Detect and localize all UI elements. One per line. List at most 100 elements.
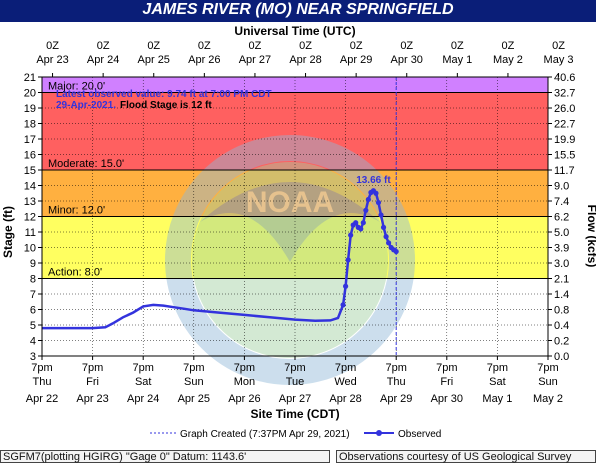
bottom-day-label: Tue (286, 376, 305, 388)
top-hour-label: 0Z (97, 40, 110, 52)
watermark-agency: NOAA (246, 186, 334, 219)
right-tick-label: 2.1 (554, 274, 569, 286)
top-hour-label: 0Z (299, 40, 312, 52)
top-date-label: Apr 30 (391, 54, 423, 66)
legend-observed-label: Observed (398, 429, 441, 440)
bottom-date-label: May 1 (482, 393, 512, 405)
annotation-line1: Latest observed value: 9.74 ft at 7:00 P… (56, 89, 272, 100)
bottom-date-label: Apr 27 (279, 393, 311, 405)
annotation-line2: 29-Apr-2021. Flood Stage is 12 ft (56, 100, 212, 111)
left-axis-title: Stage (ft) (1, 206, 15, 258)
top-hour-label: 0Z (350, 40, 363, 52)
top-date-label: Apr 24 (87, 54, 119, 66)
bottom-date-label: Apr 23 (76, 393, 108, 405)
right-tick-label: 0.8 (554, 305, 569, 317)
band-labels: Action: 8.0' Minor: 12.0' Moderate: 15.0' M… (48, 81, 124, 279)
top-date-label: May 3 (544, 54, 574, 66)
hydrograph-chart: NOAA Action: 8.0' Minor: 12.0' Moderate: 1… (1, 24, 596, 440)
top-date-label: Apr 28 (289, 54, 321, 66)
observed-point (386, 240, 392, 246)
bottom-date-label: Apr 22 (26, 393, 58, 405)
observed-point (383, 234, 389, 240)
observed-point (373, 190, 379, 196)
left-tick-label: 4 (30, 336, 36, 348)
bottom-day-label: Sat (489, 376, 506, 388)
left-tick-label: 3 (30, 351, 36, 363)
bottom-time-label: 7pm (82, 362, 103, 374)
bottom-time-label: 7pm (537, 362, 558, 374)
top-hour-label: 0Z (147, 40, 160, 52)
bottom-day-label: Fri (440, 376, 453, 388)
left-tick-label: 11 (25, 227, 36, 239)
left-tick-label: 21 (24, 72, 36, 84)
observed-point (380, 224, 387, 230)
bottom-time-label: 7pm (436, 362, 457, 374)
bottom-day-label: Thu (33, 376, 52, 388)
legend: Graph Created (7:37PM Apr 29, 2021) Obse… (150, 429, 441, 440)
watermark-ring (165, 135, 415, 385)
left-tick-label: 10 (24, 243, 36, 255)
watermark-disc (192, 162, 388, 358)
watermark-bird (200, 182, 380, 262)
right-tick-label: 0.0 (554, 351, 569, 363)
observed-series (42, 77, 399, 356)
right-tick-label: 1.4 (554, 289, 569, 301)
right-tick-label: 15.5 (554, 150, 575, 162)
left-tick-label: 7 (30, 289, 36, 301)
top-date-label: Apr 23 (36, 54, 68, 66)
top-date-label: Apr 25 (138, 54, 170, 66)
bottom-time-label: 7pm (183, 362, 204, 374)
legend-observed-marker (376, 430, 382, 436)
annotation-flood: Flood Stage is 12 ft (120, 100, 212, 111)
grid (41, 76, 549, 357)
bottom-day-label: Sun (538, 376, 558, 388)
right-tick-label: 6.2 (554, 212, 569, 224)
noaa-watermark: NOAA (165, 135, 415, 385)
chart-title: JAMES RIVER (MO) NEAR SPRINGFIELD (142, 1, 454, 18)
right-axis-title: Flow (kcfs) (585, 205, 596, 268)
right-tick-label: 11.7 (554, 165, 575, 177)
annotation-date: 29-Apr-2021. (56, 100, 116, 111)
right-tick-label: 5.0 (554, 227, 569, 239)
top-hour-label: 0Z (400, 40, 413, 52)
left-tick-label: 13 (24, 196, 36, 208)
bottom-date-label: Apr 24 (127, 393, 159, 405)
right-tick-label: 0.2 (554, 336, 569, 348)
left-tick-label: 12 (24, 212, 36, 224)
observed-point (345, 257, 351, 263)
bottom-date-label: Apr 29 (380, 393, 412, 405)
top-date-label: Apr 27 (239, 54, 271, 66)
bottom-date-label: Apr 28 (329, 393, 361, 405)
observed-point (340, 302, 346, 308)
left-tick-label: 18 (24, 119, 36, 131)
top-hour-label: 0Z (249, 40, 262, 52)
top-date-label: Apr 26 (188, 54, 220, 66)
top-date-label: May 1 (442, 54, 472, 66)
bottom-day-label: Mon (234, 376, 255, 388)
left-tick-label: 5 (30, 320, 36, 332)
bottom-date-label: Apr 25 (178, 393, 210, 405)
bottom-time-label: 7pm (335, 362, 356, 374)
top-axis-title: Universal Time (UTC) (234, 24, 355, 38)
top-hour-label: 0Z (198, 40, 211, 52)
bottom-time-label: 7pm (487, 362, 508, 374)
band-3 (42, 77, 548, 93)
top-hour-label: 0Z (451, 40, 464, 52)
observed-point (363, 207, 369, 213)
left-tick-label: 16 (24, 150, 36, 162)
observed-point (365, 196, 371, 203)
observed-point (358, 226, 364, 232)
right-tick-label: 0.4 (554, 320, 569, 332)
observed-point (393, 248, 399, 255)
band-1 (42, 170, 548, 217)
title-bar: JAMES RIVER (MO) NEAR SPRINGFIELD (0, 0, 596, 22)
bottom-date-label: Apr 26 (228, 393, 260, 405)
legend-created-label: Graph Created (7:37PM Apr 29, 2021) (180, 429, 350, 440)
observed-point (353, 220, 359, 226)
right-tick-label: 40.6 (554, 72, 575, 84)
band-label: Minor: 12.0' (48, 205, 105, 217)
left-tick-label: 6 (30, 305, 36, 317)
footer-credit: Observations courtesy of US Geological S… (336, 450, 596, 463)
right-tick-label: 3.9 (554, 243, 569, 255)
bottom-date-label: Apr 30 (431, 393, 463, 405)
